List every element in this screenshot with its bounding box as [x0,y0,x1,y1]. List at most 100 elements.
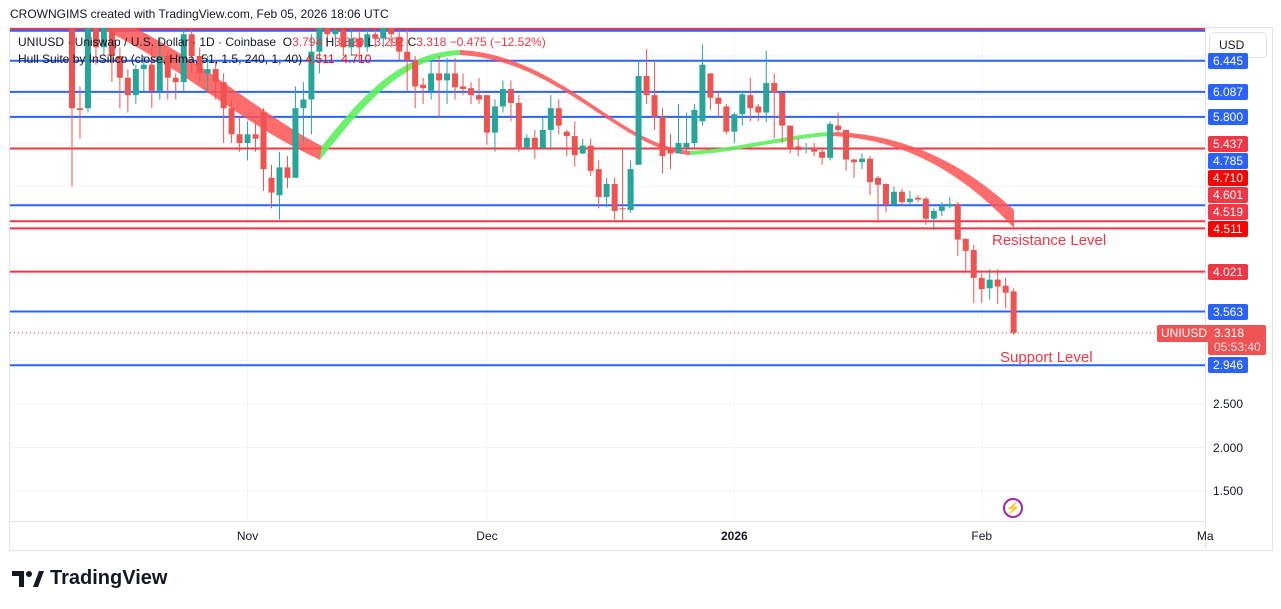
candle [523,134,530,150]
grid-lines [10,28,1205,521]
candle-body [851,159,858,163]
candle [882,183,889,213]
candle-body [667,147,674,154]
level-price-label[interactable]: 4.511 [1208,221,1248,238]
candle-body [707,73,714,98]
candle [691,103,698,148]
level-price-label[interactable]: 4.601 [1208,187,1248,204]
candle-body [380,28,387,39]
candle-body [579,145,586,154]
candle-body [587,145,594,171]
level-price-label[interactable]: 5.437 [1208,136,1248,153]
lightning-icon[interactable]: ⚡ [1003,498,1023,518]
candle [835,112,842,133]
candle [898,189,905,206]
candle-body [659,116,666,157]
candle-body [563,131,570,137]
candle-body [747,95,754,109]
candle [819,147,826,165]
candle [300,82,307,143]
candle [172,73,179,100]
candle [515,95,522,152]
level-price-label[interactable]: 4.710 [1208,170,1248,187]
candle [795,138,802,157]
chart-frame [9,27,1273,551]
candle-body [236,134,243,143]
level-price-label[interactable]: 4.785 [1208,153,1248,170]
candle-body [436,73,443,81]
price-axis-divider [1205,28,1206,549]
candle [412,56,419,109]
candle-body [324,28,331,35]
bar-countdown: 05:53:40 [1214,339,1261,354]
candle-body [795,146,802,150]
level-price-label[interactable]: 6.087 [1208,83,1248,100]
level-price-label[interactable]: 6.445 [1208,52,1248,69]
candle [140,56,147,91]
price-tick: 1.500 [1213,484,1244,498]
candle [364,28,371,52]
candle [268,164,275,209]
candle-body [475,95,482,100]
candle-body [539,129,546,149]
candle-body [843,129,850,160]
time-tick: Feb [971,529,993,543]
level-price-label[interactable]: 3.563 [1208,303,1248,320]
candle-body [404,51,411,61]
low-label: L [367,35,375,49]
candle [236,116,243,152]
candle [196,47,203,83]
symbol-ohlc-row[interactable]: UNIUSD · Uniswap / U.S. Dollar · 1D · Co… [18,34,546,51]
candle [204,56,211,91]
candle [420,77,427,104]
candle-body [691,109,698,143]
candle [651,60,658,130]
candle-body [164,56,171,78]
candle-body [260,112,267,170]
candle-body [356,38,363,48]
candle [491,99,498,152]
candle-body [898,191,905,203]
candle-body [651,95,658,117]
level-price-label[interactable]: 4.021 [1208,263,1248,280]
candle [619,147,626,222]
level-price-label[interactable]: 2.946 [1208,357,1248,374]
candle-body [228,108,235,135]
candle [811,143,818,157]
candle-body [827,123,834,158]
candle-body [867,158,873,183]
candle-body [914,197,921,200]
candle [611,177,618,220]
candle-body [619,208,626,210]
candle [69,28,75,187]
candle-body [491,106,498,133]
open-label: O [282,35,293,49]
candle-body [603,183,610,197]
candle [260,108,267,191]
price-tick: 2.000 [1213,440,1244,455]
candle-body [571,136,578,156]
close-label: C [407,35,417,49]
candle-body [1002,285,1009,293]
candle [715,90,722,117]
candle-body [739,94,746,115]
candle-body [140,64,147,70]
candle-body [252,134,259,139]
candle-body [348,38,355,48]
candle-body [108,28,115,56]
candle [603,177,610,208]
candle [92,28,99,65]
indicator-row[interactable]: Hull Suite by InSilico (close, Hma, 51, … [18,51,546,68]
level-price-label[interactable]: 4.519 [1208,204,1248,221]
level-price-label[interactable]: 5.800 [1208,108,1248,125]
candle-body [954,203,961,240]
candle [731,112,738,143]
brand-name: TradingView [50,567,168,589]
resistance-level-annotation: Resistance Level [992,232,1107,249]
candle [228,99,235,143]
candle [116,47,123,109]
candle [667,134,674,170]
candle-body [428,73,435,91]
candle [571,121,578,167]
